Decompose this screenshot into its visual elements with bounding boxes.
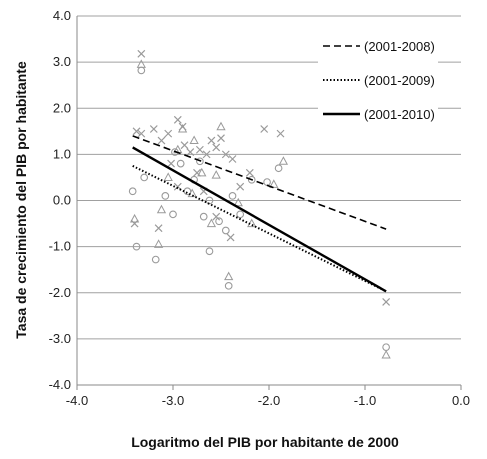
legend-label: (2001-2010)	[364, 107, 435, 122]
y-tick-label: 2.0	[53, 100, 71, 115]
data-point-triangle	[189, 135, 199, 145]
data-point-circle	[128, 187, 137, 196]
data-point-circle	[140, 173, 149, 182]
data-point-x	[228, 155, 237, 163]
data-point-x	[195, 145, 204, 154]
data-point-circle	[161, 192, 170, 200]
data-point-circle	[169, 210, 177, 219]
y-tick-label: -4.0	[49, 377, 71, 392]
data-point-x	[132, 127, 141, 136]
data-point-triangle	[187, 188, 197, 198]
data-point-circle	[382, 343, 390, 352]
x-tick-label: -2.0	[258, 393, 280, 408]
data-point-x	[167, 159, 176, 168]
data-point-triangle	[136, 59, 146, 68]
data-point-circle	[196, 157, 204, 166]
data-point-x	[164, 129, 173, 138]
data-point-x	[186, 148, 195, 156]
trend-lines	[132, 135, 387, 293]
legend-label: (2001-2008)	[364, 39, 435, 54]
data-point-circle	[137, 66, 146, 75]
axes	[76, 16, 462, 390]
data-point-x	[236, 182, 245, 191]
data-point-triangle	[211, 170, 221, 179]
y-tick-label: -2.0	[49, 285, 71, 300]
data-point-x	[212, 212, 221, 221]
data-point-triangle	[153, 239, 164, 248]
x-tick-label: -3.0	[162, 393, 184, 408]
data-point-x	[217, 134, 225, 143]
x-axis-title: Logaritmo del PIB por habitante de 2000	[131, 434, 399, 450]
data-point-x	[137, 129, 146, 138]
data-point-circle	[228, 192, 237, 200]
data-point-circle	[247, 175, 256, 184]
data-point-circle	[205, 247, 214, 256]
data-point-circle	[176, 159, 185, 168]
data-point-x	[157, 136, 166, 145]
scatter-markers	[128, 49, 391, 359]
data-point-x	[137, 49, 146, 58]
grid-lines	[77, 15, 461, 386]
data-point-triangle	[278, 156, 289, 165]
data-point-circle	[263, 178, 271, 186]
data-point-circle	[221, 226, 230, 235]
data-point-x	[260, 125, 269, 133]
data-point-triangle	[206, 218, 217, 228]
data-point-x	[382, 298, 391, 306]
x-tick-label: -4.0	[66, 393, 88, 408]
y-tick-label: -1.0	[49, 239, 71, 254]
data-point-x	[130, 219, 139, 228]
data-point-x	[173, 115, 182, 124]
data-point-circle	[224, 281, 233, 290]
data-point-triangle	[233, 197, 243, 207]
legend: (2001-2008) (2001-2009) (2001-2010)	[318, 28, 438, 134]
y-tick-label: 1.0	[53, 146, 71, 161]
legend-label: (2001-2009)	[364, 73, 435, 88]
data-point-x	[226, 233, 235, 242]
data-point-circle	[132, 242, 141, 251]
data-point-triangle	[381, 349, 391, 359]
data-point-triangle	[269, 179, 279, 188]
data-point-triangle	[224, 271, 234, 281]
y-tick-label: 4.0	[53, 8, 71, 23]
trend-line-dotted	[132, 165, 387, 293]
data-point-x	[207, 136, 216, 145]
data-point-circle	[199, 212, 208, 221]
trend-line-dashed	[132, 135, 387, 230]
data-point-x	[245, 168, 254, 177]
data-point-triangle	[216, 121, 226, 131]
data-point-x	[193, 168, 201, 177]
trend-line-solid	[132, 146, 387, 293]
data-point-circle	[274, 164, 283, 173]
data-point-x	[202, 150, 211, 159]
data-point-x	[180, 141, 189, 150]
data-point-triangle	[197, 167, 207, 177]
data-point-triangle	[156, 204, 167, 214]
x-tick-label: 0.0	[452, 393, 470, 408]
data-point-circle	[205, 196, 214, 205]
data-point-triangle	[163, 172, 173, 181]
data-point-triangle	[177, 123, 188, 133]
x-tick-label: -1.0	[354, 393, 376, 408]
data-point-x	[276, 129, 285, 138]
y-tick-label: 0.0	[53, 193, 71, 208]
y-tick-label: 3.0	[53, 54, 71, 69]
data-point-circle	[236, 210, 245, 219]
data-point-circle	[215, 217, 223, 226]
y-tick-label: -3.0	[49, 331, 71, 346]
tick-labels: -4.0 -3.0 -2.0 -1.0 0.0 1.0 2.0 3.0 4.0 -4.0 -3.0 -…	[49, 8, 470, 408]
data-point-x	[154, 224, 163, 233]
data-point-x	[221, 150, 230, 159]
y-axis-title: Tasa de crecimiento del PIB por habitant…	[13, 61, 29, 339]
data-point-circle	[151, 255, 160, 264]
data-point-x	[212, 143, 221, 152]
data-point-triangle	[129, 213, 140, 223]
data-point-x	[149, 125, 158, 133]
